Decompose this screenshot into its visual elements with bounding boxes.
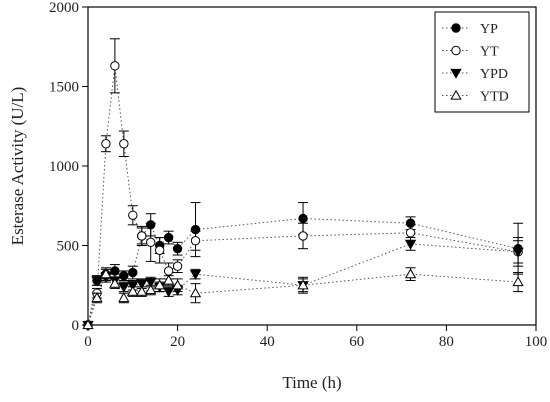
- data-point-yt: [101, 139, 111, 149]
- data-point-ytd: [154, 279, 166, 290]
- data-point-ytd: [127, 285, 139, 296]
- data-point-ytd: [118, 292, 130, 303]
- x-tick-label: 40: [260, 334, 275, 350]
- data-point-ytd: [512, 276, 524, 287]
- data-point-yt: [128, 210, 138, 220]
- data-point-ytd: [171, 279, 184, 290]
- y-axis-label: Esterase Activity (U/L): [8, 87, 27, 246]
- legend: YP YT YPD YTD: [434, 11, 530, 113]
- data-point-yt: [137, 231, 147, 241]
- series-yp: [83, 202, 524, 330]
- legend-label-ypd: YPD: [480, 67, 508, 82]
- y-tick-label: 500: [57, 239, 80, 255]
- legend-label-yt: YT: [480, 45, 499, 60]
- series-yt: [83, 38, 524, 330]
- data-point-yp: [119, 271, 129, 281]
- data-point-yt: [190, 236, 201, 246]
- legend-marker-yt: [451, 45, 461, 56]
- x-tick-label: 80: [439, 334, 454, 350]
- data-point-ypd: [136, 279, 148, 290]
- data-point-ypd: [512, 247, 524, 258]
- data-point-ytd: [109, 277, 121, 288]
- data-point-yt: [110, 61, 120, 71]
- data-point-ytd: [100, 268, 112, 279]
- data-point-yp: [298, 213, 308, 224]
- data-point-ypd: [189, 270, 202, 280]
- data-point-yt: [405, 228, 416, 238]
- data-point-ypd: [162, 287, 175, 298]
- legend-marker-ypd: [450, 68, 462, 79]
- data-point-yp: [163, 232, 174, 243]
- data-point-ypd: [145, 277, 157, 288]
- data-point-yt: [298, 231, 308, 241]
- x-tick-label: 0: [84, 334, 92, 350]
- data-point-yt: [163, 266, 174, 276]
- data-point-yp: [172, 243, 183, 254]
- legend-marker-ytd: [450, 89, 462, 100]
- data-point-ytd: [404, 268, 417, 279]
- data-point-yp: [128, 267, 138, 278]
- data-point-ytd: [162, 274, 175, 285]
- series-line-ypd: [87, 243, 519, 326]
- legend-label-yp: YP: [480, 22, 498, 37]
- data-point-ytd: [297, 279, 309, 290]
- data-point-yt: [172, 261, 183, 271]
- series-ytd: [82, 267, 524, 330]
- x-tick-label: 100: [525, 334, 548, 350]
- data-point-ytd: [189, 287, 202, 298]
- legend-marker-yp: [451, 23, 461, 33]
- data-point-yt: [146, 237, 156, 248]
- data-point-ypd: [91, 276, 103, 287]
- data-point-ytd: [136, 285, 148, 296]
- data-point-yt: [154, 245, 165, 255]
- y-tick-label: 1500: [49, 80, 79, 96]
- y-tick-label: 0: [72, 318, 80, 334]
- y-tick-label: 2000: [49, 0, 79, 16]
- x-tick-label: 60: [349, 334, 364, 350]
- series-layer: [82, 38, 524, 331]
- data-point-ytd: [145, 284, 157, 295]
- legend-label-ytd: YTD: [480, 90, 509, 105]
- x-axis-label: Time (h): [282, 373, 341, 392]
- y-tick-label: 1000: [49, 159, 79, 175]
- data-point-ytd: [82, 319, 94, 330]
- x-tick-label: 20: [170, 334, 185, 350]
- data-point-yt: [119, 139, 129, 149]
- data-point-ytd: [91, 292, 103, 303]
- data-point-ypd: [118, 282, 130, 293]
- data-point-ypd: [404, 239, 417, 250]
- series-line-yp: [87, 217, 519, 326]
